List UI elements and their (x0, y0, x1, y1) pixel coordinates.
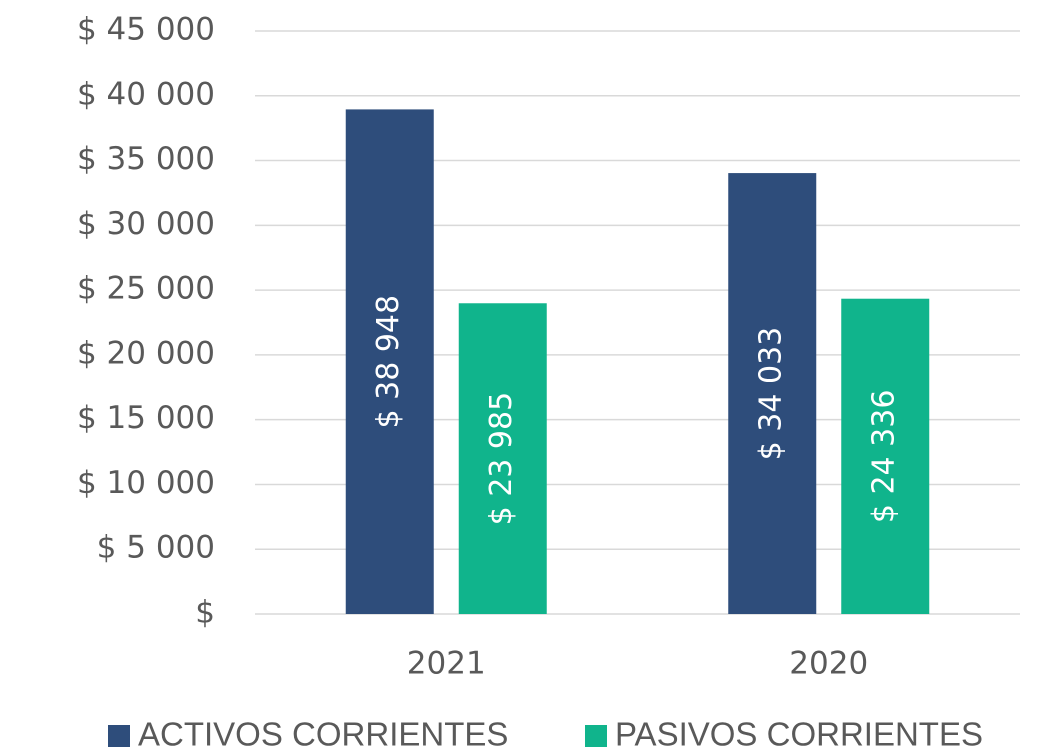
data-label: $ 34 033 (754, 327, 789, 461)
bar (841, 298, 930, 614)
y-tick-label: $ (195, 595, 215, 631)
y-tick-label: $ 5 000 (97, 530, 215, 566)
x-tick-label: 2020 (789, 646, 868, 682)
legend-swatch (108, 725, 130, 747)
legend-label: PASIVOS CORRIENTES (615, 716, 983, 752)
y-tick-label: $ 10 000 (77, 465, 215, 501)
y-tick-label: $ 35 000 (77, 141, 215, 177)
y-tick-label: $ 15 000 (77, 400, 215, 436)
y-tick-label: $ 20 000 (77, 335, 215, 371)
bar (458, 303, 547, 614)
data-label: $ 38 948 (371, 295, 406, 429)
legend-label: ACTIVOS CORRIENTES (138, 716, 508, 752)
x-tick-label: 2021 (407, 646, 486, 682)
bar (345, 109, 434, 615)
y-tick-label: $ 25 000 (77, 271, 215, 307)
y-tick-label: $ 30 000 (77, 206, 215, 242)
y-tick-label: $ 40 000 (77, 76, 215, 112)
legend-swatch (585, 725, 607, 747)
data-label: $ 24 336 (867, 390, 902, 524)
y-tick-label: $ 45 000 (77, 12, 215, 48)
bar (728, 173, 817, 615)
data-label: $ 23 985 (484, 392, 519, 526)
